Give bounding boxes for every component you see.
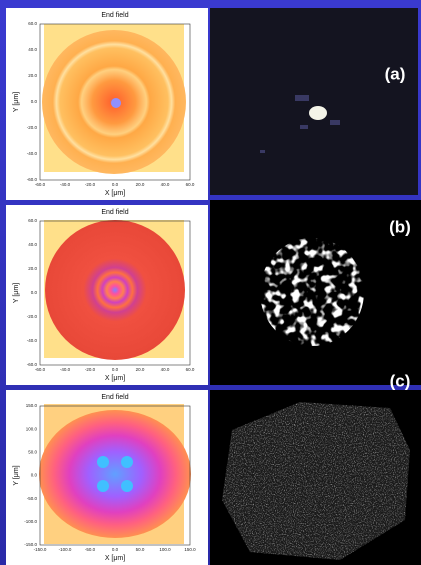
y-tick-label: 50.0 bbox=[28, 450, 37, 455]
plot-title: End field bbox=[101, 209, 128, 216]
panel-label: (a) bbox=[385, 64, 406, 83]
y-tick-label: 100.0 bbox=[26, 426, 38, 431]
x-tick-label: 40.0 bbox=[161, 182, 170, 187]
figure: End field 60.0 40.0 20.0 0.0 -20.0 -40.0 -60.0 -… bbox=[0, 0, 421, 565]
x-tick-label: 20.0 bbox=[136, 182, 145, 187]
x-tick-label: 150.0 bbox=[184, 547, 196, 552]
photo bbox=[309, 106, 327, 120]
x-tick-label: 60.0 bbox=[186, 182, 195, 187]
x-tick-label: -20.0 bbox=[85, 367, 96, 372]
x-tick-label: -20.0 bbox=[85, 182, 96, 187]
photo bbox=[260, 238, 364, 346]
field-image bbox=[111, 98, 121, 108]
y-tick-label: 0.0 bbox=[31, 473, 38, 478]
y-tick-label: 40.0 bbox=[28, 47, 37, 52]
x-axis-label: X [μm] bbox=[105, 190, 125, 197]
x-tick-label: -50.0 bbox=[85, 547, 96, 552]
x-tick-label: -40.0 bbox=[60, 367, 71, 372]
y-tick-label: 20.0 bbox=[28, 73, 37, 78]
y-tick-label: -20.0 bbox=[27, 125, 38, 130]
field-image bbox=[39, 410, 191, 538]
x-tick-label: -60.0 bbox=[35, 182, 46, 187]
y-tick-label: 0.0 bbox=[31, 99, 38, 104]
y-axis-label: Y [μm] bbox=[13, 283, 20, 303]
panel-label: (b) bbox=[389, 217, 411, 236]
y-tick-label: -40.0 bbox=[27, 338, 38, 343]
x-tick-label: 20.0 bbox=[136, 367, 145, 372]
x-tick-label: -40.0 bbox=[60, 182, 71, 187]
y-tick-label: 60.0 bbox=[28, 21, 37, 26]
y-axis-label: Y [μm] bbox=[13, 92, 20, 112]
y-tick-label: -20.0 bbox=[27, 314, 38, 319]
field-image bbox=[45, 220, 185, 360]
page: {"panels": [ {"label": "(a)", "title": "… bbox=[0, 0, 421, 565]
y-tick-label: -100.0 bbox=[24, 519, 37, 524]
y-tick-label: 150.0 bbox=[26, 403, 38, 408]
x-tick-label: 60.0 bbox=[186, 367, 195, 372]
x-tick-label: 100.0 bbox=[159, 547, 171, 552]
x-tick-label: 0.0 bbox=[112, 182, 119, 187]
y-axis-label: Y [μm] bbox=[13, 465, 20, 485]
y-tick-label: -50.0 bbox=[27, 496, 38, 501]
y-tick-label: -40.0 bbox=[27, 151, 38, 156]
x-tick-label: 40.0 bbox=[161, 367, 170, 372]
y-tick-label: 20.0 bbox=[28, 266, 37, 271]
plot-title: End field bbox=[101, 12, 128, 19]
panel-label: (c) bbox=[390, 371, 411, 390]
y-tick-label: 0.0 bbox=[31, 290, 38, 295]
x-tick-label: -100.0 bbox=[59, 547, 72, 552]
x-axis-label: X [μm] bbox=[105, 375, 125, 382]
x-tick-label: 0.0 bbox=[112, 367, 119, 372]
x-tick-label: 50.0 bbox=[136, 547, 145, 552]
photo bbox=[210, 8, 418, 195]
y-tick-label: 40.0 bbox=[28, 242, 37, 247]
x-tick-label: -150.0 bbox=[34, 547, 47, 552]
x-axis-label: X [μm] bbox=[105, 555, 125, 562]
x-tick-label: 0.0 bbox=[112, 547, 119, 552]
x-tick-label: -60.0 bbox=[35, 367, 46, 372]
plot-title: End field bbox=[101, 394, 128, 401]
y-tick-label: 60.0 bbox=[28, 218, 37, 223]
